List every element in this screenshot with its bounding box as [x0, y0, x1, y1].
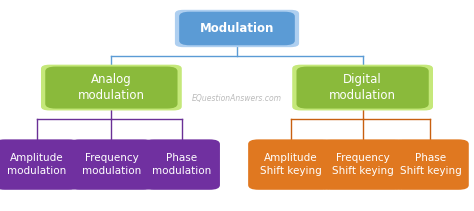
FancyBboxPatch shape	[41, 65, 182, 111]
FancyBboxPatch shape	[143, 139, 220, 190]
Text: Digital
modulation: Digital modulation	[329, 73, 396, 102]
Text: Analog
modulation: Analog modulation	[78, 73, 145, 102]
FancyBboxPatch shape	[46, 67, 177, 108]
Text: Frequency
Shift keying: Frequency Shift keying	[332, 153, 393, 176]
Text: Frequency
modulation: Frequency modulation	[82, 153, 141, 176]
Text: Phase
modulation: Phase modulation	[152, 153, 211, 176]
Text: Phase
Shift keying: Phase Shift keying	[400, 153, 461, 176]
Text: Amplitude
modulation: Amplitude modulation	[8, 153, 66, 176]
FancyBboxPatch shape	[69, 139, 154, 190]
FancyBboxPatch shape	[296, 67, 428, 108]
Text: Amplitude
Shift keying: Amplitude Shift keying	[260, 153, 321, 176]
FancyBboxPatch shape	[0, 139, 79, 190]
FancyBboxPatch shape	[179, 12, 295, 45]
FancyBboxPatch shape	[175, 10, 299, 47]
FancyBboxPatch shape	[248, 139, 333, 190]
Text: EQuestionAnswers.com: EQuestionAnswers.com	[192, 94, 282, 103]
FancyBboxPatch shape	[320, 139, 405, 190]
FancyBboxPatch shape	[292, 65, 433, 111]
Text: Modulation: Modulation	[200, 22, 274, 35]
FancyBboxPatch shape	[392, 139, 469, 190]
